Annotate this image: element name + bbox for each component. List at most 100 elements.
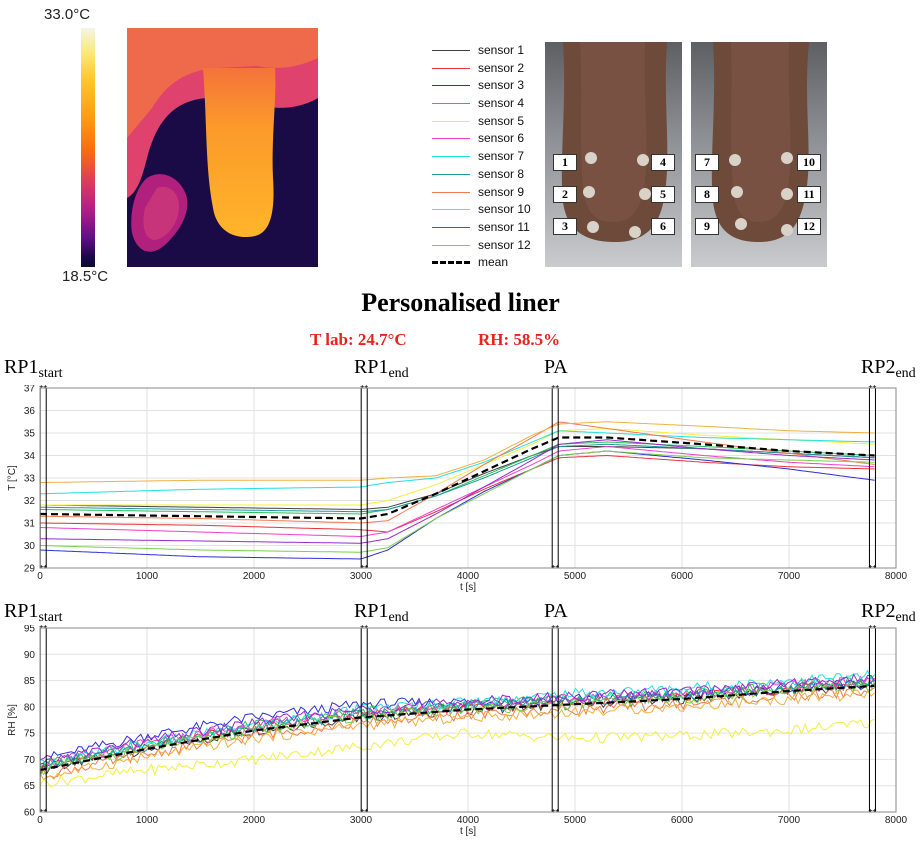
legend-swatch [432,120,470,122]
marker-base: RP2 [861,356,896,378]
limb-photo-front: 1 4 2 5 3 6 [545,42,682,267]
x-tick-label: 8000 [885,815,908,826]
y-tick-label: 30 [24,541,36,552]
sensor-box: 6 [651,218,675,235]
x-tick-label: 5000 [564,571,587,582]
legend-item: sensor 1 [430,42,542,60]
y-tick-label: 75 [24,729,36,740]
event-star: ** [551,564,559,575]
x-tick-label: 6000 [671,571,694,582]
legend-swatch [432,244,470,246]
y-tick-label: 34 [24,451,36,462]
legend-item: sensor 9 [430,184,542,202]
legend-label: sensor 9 [478,184,525,199]
sensor-box: 11 [797,186,821,203]
series-line-sensor-3 [39,450,875,560]
thermal-image [127,28,318,267]
legend-label: sensor 12 [478,237,531,252]
series-line-sensor-4 [40,441,875,515]
sensor-box: 7 [695,154,719,171]
x-tick-label: 2000 [243,571,266,582]
legend-swatch-mean [432,261,470,265]
series-line-sensor-5 [40,427,875,506]
legend-swatch [432,209,470,211]
series-line-sensor-9 [40,421,875,524]
lab-humidity-label: RH: 58.5% [478,330,561,349]
legend-label: sensor 1 [478,43,525,57]
legend-swatch [432,138,470,140]
event-star: ** [39,625,47,635]
marker-rp1-start: RP1start [4,356,63,382]
legend-swatch [432,50,470,51]
series-line-sensor-7 [39,430,875,495]
sensor-box: 4 [651,154,675,171]
humidity-chart: ****************0 1000 2000 3000 4000 5000 600… [7,625,908,837]
marker-base: RP2 [861,600,896,622]
sensor-box: 3 [553,218,577,235]
x-axis-label: t [s] [460,582,476,593]
sensor-box: 12 [797,218,821,235]
limb-photo-back: 7 10 8 11 9 12 [691,42,827,267]
marker-base: PA [544,356,568,378]
y-tick-label: 32 [24,496,36,507]
marker-pa-rh: PA [544,600,568,626]
y-tick-label: 85 [24,676,36,687]
legend-item: sensor 3 [430,77,542,95]
legend-swatch [432,85,470,87]
legend-label: sensor 3 [478,78,525,93]
legend-swatch [432,191,470,193]
sensor-box: 8 [695,186,719,203]
figure-title: Personalised liner [361,288,560,317]
legend-item: sensor 6 [430,130,542,148]
y-tick-label: 80 [24,702,36,713]
event-star: ** [869,808,877,819]
marker-sub: start [38,610,63,625]
legend-label: sensor 11 [478,219,530,234]
legend-label: sensor 8 [478,166,525,181]
event-star: ** [551,385,559,395]
y-axis-label: T [°C] [7,465,18,491]
marker-pa: PA [544,356,568,382]
colorbar-max-label: 33.0°C [44,6,91,23]
legend-item: sensor 2 [430,60,542,78]
sensor-box: 2 [553,186,577,203]
legend-item: sensor 5 [430,113,542,131]
x-tick-label: 2000 [243,815,266,826]
event-star: ** [551,808,559,819]
y-axis-label: RH [%] [7,704,18,736]
legend-label: sensor 10 [478,202,531,217]
y-tick-label: 90 [24,650,36,661]
marker-rp2-end-rh: RP2end [861,600,916,626]
sensor-box: 9 [695,218,719,235]
x-tick-label: 4000 [457,815,480,826]
x-tick-label: 3000 [350,571,373,582]
series-line-sensor-8 [39,678,875,772]
series-line-sensor-11 [39,673,876,763]
legend-label: sensor 5 [478,113,525,128]
legend-label: sensor 2 [478,60,525,75]
x-tick-label: 1000 [136,815,159,826]
legend-swatch [432,103,470,105]
x-tick-label: 4000 [457,571,480,582]
marker-base: RP1 [4,600,39,622]
event-star: ** [869,564,877,575]
event-star: ** [360,564,368,575]
series-line-sensor-4 [39,674,876,768]
series-line-sensor-5 [39,718,875,788]
event-star: ** [39,564,47,575]
legend-swatch [432,67,470,69]
series-line-sensor-10 [40,421,875,483]
sensor-box: 5 [651,186,675,203]
legend-swatch [432,226,470,228]
marker-rp2-end: RP2end [861,356,916,382]
series-line-sensor-12 [39,450,875,553]
y-tick-label: 31 [24,519,36,530]
marker-sub: end [388,610,409,625]
y-tick-label: 95 [24,625,36,635]
marker-sub: end [895,610,916,625]
x-tick-label: 1000 [136,571,159,582]
legend-item: sensor 12 [430,237,542,255]
marker-sub: start [38,366,63,381]
y-tick-label: 36 [24,406,36,417]
y-tick-label: 60 [24,808,36,819]
